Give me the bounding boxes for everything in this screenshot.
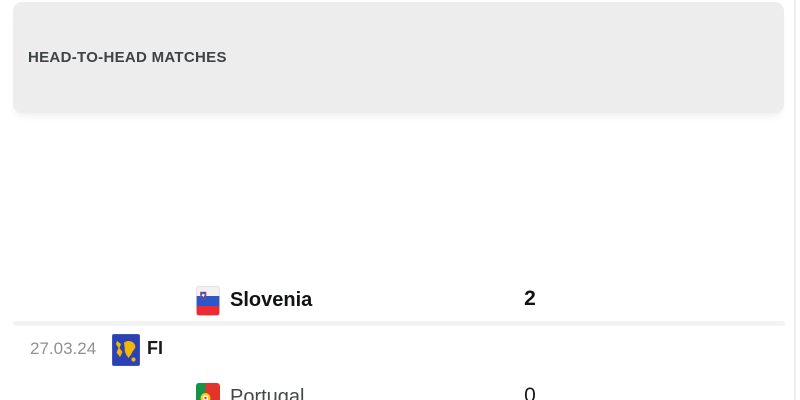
team-name-home: Slovenia (230, 289, 313, 311)
match-row[interactable]: 27.03.24 FI (0, 130, 800, 400)
team-name-away: Portugal (230, 386, 305, 400)
card-right-edge (794, 0, 796, 400)
slovenia-flag-icon (196, 286, 220, 316)
section-header: HEAD-TO-HEAD MATCHES (13, 2, 784, 113)
team-score-home: 2 (524, 287, 536, 310)
team-score-away: 0 (524, 384, 536, 400)
portugal-flag-icon (196, 383, 220, 400)
match-date: 27.03.24 (30, 339, 97, 358)
section-divider (13, 321, 785, 326)
section-title: HEAD-TO-HEAD MATCHES (28, 49, 227, 66)
world-map-icon (112, 334, 140, 366)
competition-code: FI (147, 338, 163, 358)
